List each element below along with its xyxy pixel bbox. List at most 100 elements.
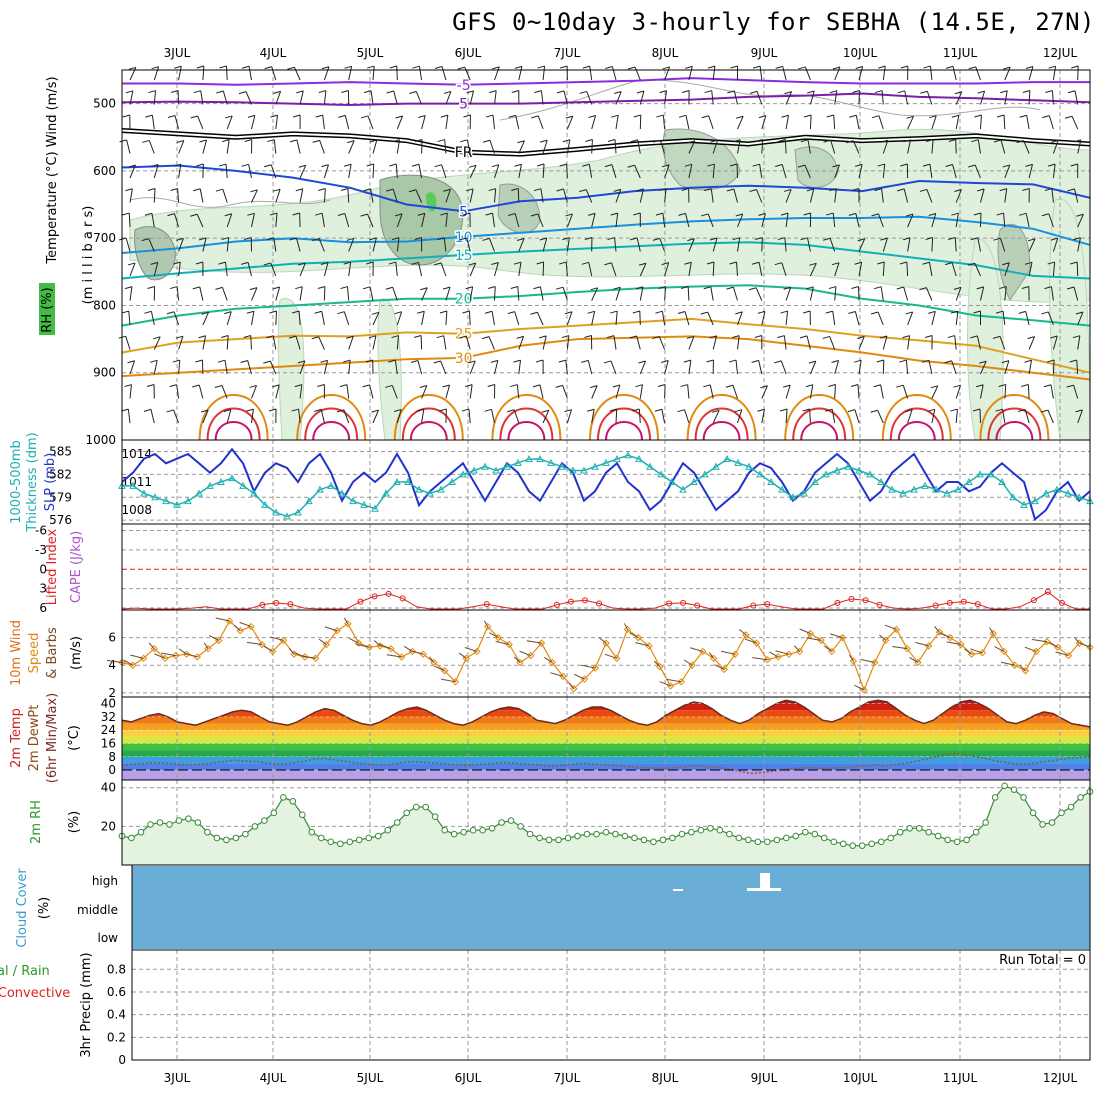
wind-barb xyxy=(733,90,738,105)
wind-barb xyxy=(976,188,985,192)
wind-barb xyxy=(487,384,495,387)
wind-barb xyxy=(412,65,420,69)
wind-barb xyxy=(857,238,865,242)
thickness-marker xyxy=(921,481,929,489)
wind-barb xyxy=(299,188,304,203)
wind-barb xyxy=(877,410,884,424)
thickness-marker xyxy=(778,485,786,493)
wind-barb xyxy=(142,139,150,143)
day-label-bottom: 5JUL xyxy=(357,1071,384,1085)
wind-barb xyxy=(878,115,884,130)
wind-barb xyxy=(346,384,350,399)
wind-barb xyxy=(1051,188,1054,203)
cloud-layer-label: middle xyxy=(77,903,118,917)
rh-marker xyxy=(640,836,648,844)
wind-barb xyxy=(481,336,490,340)
wind-barb xyxy=(1047,261,1055,265)
wind-barb xyxy=(415,91,423,105)
wind-barb xyxy=(511,90,519,93)
wind-barb xyxy=(360,115,369,119)
wind-barb xyxy=(202,139,208,154)
wind-barb xyxy=(413,335,422,338)
wind-barb xyxy=(808,360,817,364)
wind-barb xyxy=(170,90,179,93)
wind-speed-line xyxy=(121,620,1091,692)
wind-barb xyxy=(882,164,886,179)
wind-barb xyxy=(178,66,182,81)
wind-barb xyxy=(785,115,790,130)
wind-barb xyxy=(707,213,714,228)
thickness-marker xyxy=(866,470,874,478)
wind-barb xyxy=(1044,188,1053,192)
wind-barb xyxy=(555,286,564,290)
wind-barb xyxy=(176,237,184,241)
rh-marker xyxy=(185,815,192,822)
wind-barb xyxy=(634,165,641,179)
wind-barb xyxy=(514,311,520,326)
wind-barb xyxy=(658,188,667,192)
wind-barb xyxy=(434,66,443,70)
wind-barb-10m xyxy=(775,650,789,655)
wind-barb xyxy=(882,140,889,154)
lifted-index-tick-label: 0 xyxy=(39,562,47,576)
rh-marker xyxy=(479,826,486,834)
thickness-marker xyxy=(1075,493,1083,501)
wind-barb xyxy=(579,189,587,193)
wind-barb xyxy=(348,140,355,154)
wind-barb xyxy=(318,90,327,94)
wind-barb xyxy=(1004,164,1011,179)
wind-speed-marker xyxy=(1075,639,1083,647)
wind-barb xyxy=(153,360,158,375)
surface-temperature-contour xyxy=(995,421,1034,441)
wind-barb xyxy=(857,336,865,340)
wind-barb xyxy=(1025,66,1034,70)
wind-barb xyxy=(688,66,693,81)
rh-marker xyxy=(574,832,581,840)
wind-barb xyxy=(511,188,519,191)
thickness-marker xyxy=(239,481,247,489)
wind-barb xyxy=(219,65,227,69)
wind-barb xyxy=(954,91,963,95)
rh-marker xyxy=(801,828,809,836)
wind-barb xyxy=(973,212,982,216)
wind-barb xyxy=(850,384,859,388)
rh-shading-dark xyxy=(794,146,839,188)
wind-barb xyxy=(125,237,131,252)
wind-barb xyxy=(639,286,644,301)
rh-marker xyxy=(944,836,951,844)
wind-speed-marker xyxy=(623,625,632,634)
thickness-marker xyxy=(701,470,709,478)
lifted-index-marker xyxy=(581,597,588,604)
panel-frame xyxy=(121,439,1091,525)
wind-barb xyxy=(832,213,836,228)
wind-barb xyxy=(147,188,156,191)
wind-barb xyxy=(348,66,353,81)
wind-barb xyxy=(755,139,763,143)
rh-marker xyxy=(612,830,619,838)
wind-barbs-axis-label-part: & Barbs xyxy=(45,627,60,679)
wind-barb xyxy=(386,90,394,94)
wind-barb xyxy=(244,139,252,142)
wind-barb xyxy=(858,262,863,277)
upper-air-ylabel-part: Temperature (°C) xyxy=(45,151,60,264)
wind-barb xyxy=(1042,115,1050,119)
wind-barb xyxy=(241,163,249,167)
thickness-marker xyxy=(987,470,995,478)
upper-air-ylabel-part: Wind (m/s) xyxy=(45,76,60,151)
wind-barb xyxy=(344,65,352,69)
wind-barb xyxy=(709,335,717,339)
wind-barb xyxy=(581,261,589,265)
wind-barb xyxy=(421,409,425,424)
wind-barb xyxy=(805,384,813,388)
wind-barb xyxy=(687,140,695,144)
thickness-marker xyxy=(613,455,621,463)
wind-barb xyxy=(947,335,955,339)
wind-barb xyxy=(370,188,374,203)
rh-marker xyxy=(1001,782,1008,790)
wind-barb xyxy=(417,262,423,277)
wind-barb xyxy=(1004,188,1008,203)
lifted-index-marker xyxy=(1030,597,1037,604)
wind-barb xyxy=(395,115,403,119)
wind-barb xyxy=(122,114,130,118)
wind-barb xyxy=(153,66,160,81)
